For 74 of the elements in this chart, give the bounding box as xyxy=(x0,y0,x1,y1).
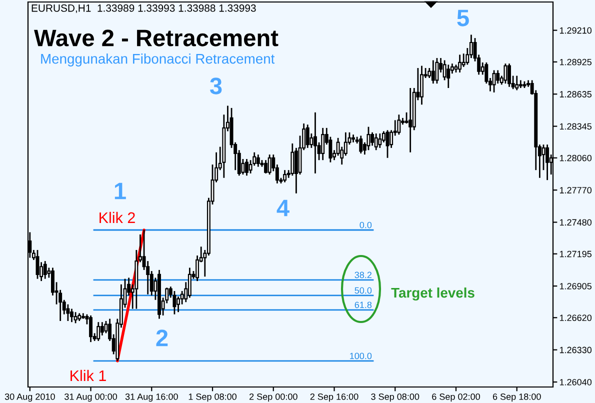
candlestick xyxy=(374,132,378,151)
candlestick xyxy=(70,308,74,323)
y-tick-label: 1.28635 xyxy=(560,91,592,98)
y-tick-label: 1.28345 xyxy=(560,123,592,130)
candlestick xyxy=(515,75,519,91)
candlestick xyxy=(172,290,176,316)
y-tick-label: 1.28925 xyxy=(560,58,592,66)
candlestick xyxy=(404,112,408,124)
annotation: EURUSD,H1 1.33989 1.33993 1.33988 1.33993 xyxy=(32,4,256,14)
annotation: 50.0 xyxy=(354,287,372,294)
y-tick-label: 1.26620 xyxy=(560,314,592,322)
candlestick xyxy=(256,154,260,168)
y-tick-label: 1.26330 xyxy=(560,346,592,354)
candlestick xyxy=(89,314,93,343)
candlestick xyxy=(496,70,500,84)
annotation: 5 xyxy=(457,10,469,26)
y-tick-label: 1.26905 xyxy=(560,283,592,290)
annotation: Klik 2 xyxy=(100,212,135,223)
candlestick xyxy=(492,70,496,94)
annotation: 3 xyxy=(210,78,222,94)
y-tick-label: 1.29210 xyxy=(560,27,592,34)
text: Wave 2 - Retracement xyxy=(34,30,278,46)
annotation: 38.2 xyxy=(354,272,372,278)
candlestick xyxy=(96,321,100,342)
y-tick-label: 1.27195 xyxy=(560,250,592,258)
candlestick xyxy=(397,114,401,136)
candlestick xyxy=(264,159,268,174)
annotation: 4 xyxy=(276,200,290,216)
candlestick xyxy=(446,64,450,89)
x-tick-label: 6 Sep 18:00 xyxy=(492,393,541,402)
candlestick xyxy=(546,144,550,181)
x-tick-label: 2 Sep 16:00 xyxy=(310,393,358,402)
y-tick-label: 1.26040 xyxy=(560,378,592,386)
annotation: 0.0 xyxy=(360,222,372,228)
candlestick xyxy=(74,311,78,324)
y-tick-label: 1.27480 xyxy=(560,219,592,226)
candlestick xyxy=(268,154,272,176)
candlestick xyxy=(420,65,424,106)
candlestick xyxy=(508,62,511,88)
candlestick xyxy=(290,142,294,176)
candlestick xyxy=(378,132,382,149)
candlestick xyxy=(370,132,374,146)
x-tick-label: 2 Sep 00:00 xyxy=(249,393,298,402)
annotation: 1 xyxy=(114,182,126,200)
x-tick-label: 31 Aug 00:00 xyxy=(64,393,118,402)
candlestick xyxy=(435,57,439,84)
candlestick xyxy=(321,127,325,161)
annotation: Klik 1 xyxy=(70,370,106,381)
candlestick xyxy=(458,54,462,74)
x-tick-label: 6 Sep 02:00 xyxy=(432,393,480,402)
candlestick xyxy=(359,135,363,154)
annotation: 61.8 xyxy=(354,302,372,308)
annotation: 100.0 xyxy=(350,352,372,360)
text: Menggunakan Fibonacci Retracement xyxy=(41,54,275,66)
y-tick-label: 1.28060 xyxy=(560,154,592,162)
candlestick xyxy=(431,60,435,84)
x-tick-label: 3 Sep 08:00 xyxy=(371,393,420,402)
x-tick-label: 1 Sep 08:00 xyxy=(188,393,237,402)
candlestick xyxy=(283,169,287,183)
candlestick xyxy=(504,62,508,84)
candlestick xyxy=(43,260,47,280)
x-tick-label: 31 Aug 16:00 xyxy=(125,393,178,402)
candlestick xyxy=(100,321,104,336)
candlestick xyxy=(313,112,317,174)
x-tick-label: 30 Aug 2010 xyxy=(4,393,55,402)
candlestick xyxy=(306,124,310,149)
annotation: 2 xyxy=(156,330,168,346)
candlestick xyxy=(245,158,248,176)
candlestick xyxy=(66,304,70,322)
candlestick xyxy=(188,267,192,298)
y-tick-label: 1.27770 xyxy=(560,187,592,194)
candlestick xyxy=(408,87,412,154)
annotation: Target levels xyxy=(391,287,474,301)
candlestick xyxy=(428,67,432,79)
